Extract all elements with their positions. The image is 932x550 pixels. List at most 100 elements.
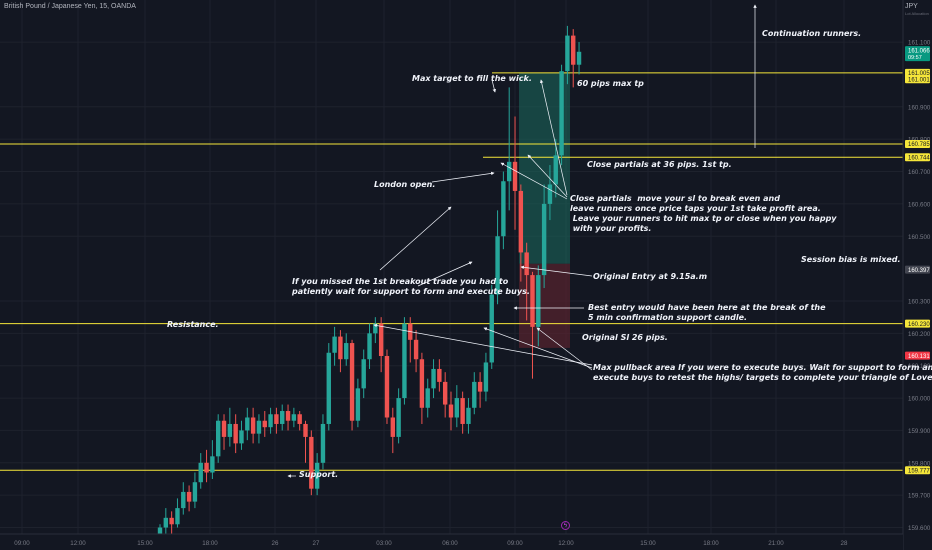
candle-body [181, 491, 186, 509]
price-label: 161.001 [908, 77, 930, 83]
time-tick: 18:00 [703, 540, 719, 547]
price-tick: 160.500 [908, 234, 931, 241]
annotation-original-sl: Original Sl 26 pips. [582, 333, 668, 342]
price-label-bg [905, 319, 930, 328]
candle-body [477, 381, 483, 392]
time-tick: 09:00 [507, 540, 523, 547]
annotation-arrow [520, 265, 593, 277]
price-label: 161.005 [908, 71, 930, 77]
candle-body [472, 381, 477, 408]
annotation-continuation: Continuation runners. [762, 29, 862, 38]
candle-body [553, 155, 558, 185]
flash-icon[interactable]: ϟ [561, 521, 570, 530]
candle-body [390, 417, 395, 437]
candle-body [216, 420, 221, 457]
candle-body [227, 423, 233, 437]
candle-body [373, 323, 378, 334]
price-tick: 159.900 [908, 428, 931, 435]
candle-body [466, 407, 471, 424]
candle-body [198, 462, 203, 483]
candle-body [344, 343, 349, 360]
candle-body [541, 203, 547, 276]
candle-body [431, 368, 436, 389]
candle-body [489, 294, 494, 363]
annotation-original-entry: Original Entry at 9.15a.m [593, 272, 708, 281]
annotation-max-pullback-2: execute buys to retest the highs/ target… [593, 373, 932, 382]
candle-body [204, 462, 209, 473]
candle-body [512, 161, 518, 191]
annotation-close-partials-1: Close partials move your sl to break eve… [570, 194, 780, 203]
annotation-arrow [379, 206, 452, 271]
annotation-close-partials-4: with your profits. [570, 224, 652, 233]
annotation-arrow [491, 79, 496, 93]
annotation-arrow [373, 323, 593, 366]
annotation-missed-2: patiently wait for support to form and e… [292, 287, 530, 296]
annotation-max-pullback-1: Max pullback area If you were to execute… [593, 363, 932, 372]
candle-body [367, 333, 372, 360]
candle-body [576, 51, 582, 65]
candle-body [169, 517, 174, 525]
price-label: 160.230 [908, 322, 930, 328]
candle-body [547, 184, 553, 204]
candle-body [221, 420, 227, 437]
price-tick: 160.000 [908, 396, 931, 403]
candle-body [256, 420, 262, 434]
candle-body [349, 343, 355, 421]
price-label: 160.744 [908, 155, 930, 161]
candle-body [396, 398, 401, 437]
price-label-bg [905, 46, 930, 62]
candle-body [483, 362, 489, 392]
candle-body [210, 456, 215, 473]
candle-body [425, 388, 430, 408]
candle-body [378, 323, 384, 356]
candle-body [314, 462, 320, 489]
annotation-arrow [431, 171, 495, 183]
annotation-arrow [500, 162, 568, 200]
time-tick: 12:00 [558, 540, 574, 547]
price-label-bg [905, 68, 930, 77]
candle-body [530, 275, 535, 327]
price-label: 161.066 [908, 48, 930, 54]
candle-body [448, 404, 454, 418]
annotation-support: Support. [299, 470, 339, 479]
annotation-session-bias: Session bias is mixed. [801, 255, 901, 264]
candle-body [326, 352, 331, 424]
time-tick: 21:00 [768, 540, 784, 547]
annotation-arrow [527, 154, 568, 198]
candle-body [384, 356, 390, 418]
annotation-close-partials-2: leave runners once price taps your 1st t… [570, 204, 821, 213]
candle-body [332, 336, 337, 353]
price-label-bg [905, 466, 930, 475]
price-label: 160.131 [908, 354, 930, 360]
annotation-arrows [287, 4, 757, 478]
candle-body [250, 417, 256, 434]
candle-body [245, 417, 250, 431]
candle-body [303, 423, 308, 437]
candle-body [239, 430, 244, 444]
time-axis: 09:00 12:00 15:00 18:00 26 27 03:00 06:00 09:00 1… [0, 533, 903, 550]
chart-title: British Pound / Japanese Yen, 15, OANDA [4, 3, 136, 10]
chart-grid [0, 0, 903, 534]
price-tick: 159.600 [908, 525, 931, 532]
annotation-60-pips: 60 pips max tp [577, 79, 644, 88]
candle-body [192, 482, 198, 502]
annotation-missed-1: If you missed the 1st breakout trade you… [292, 277, 509, 286]
price-tick: 159.700 [908, 493, 931, 500]
time-tick: 09:00 [14, 540, 30, 547]
candle-body [291, 414, 297, 421]
candle-body [285, 411, 291, 421]
candle-body [274, 414, 279, 424]
annotation-arrow [539, 79, 568, 196]
price-label: 159.777 [908, 468, 930, 474]
candle-body [442, 381, 448, 405]
annotation-close-partials-3: Leave your runners to hit max tp or clos… [570, 214, 837, 223]
price-tick: 160.200 [908, 331, 931, 338]
candle-body [460, 398, 465, 424]
price-label: 160.785 [908, 142, 930, 148]
price-label-bg [905, 140, 930, 149]
candle-body [175, 508, 180, 525]
candle-body [262, 420, 267, 428]
candle-body [233, 423, 238, 444]
currency-sublabel: Lot Allocation [905, 11, 929, 16]
